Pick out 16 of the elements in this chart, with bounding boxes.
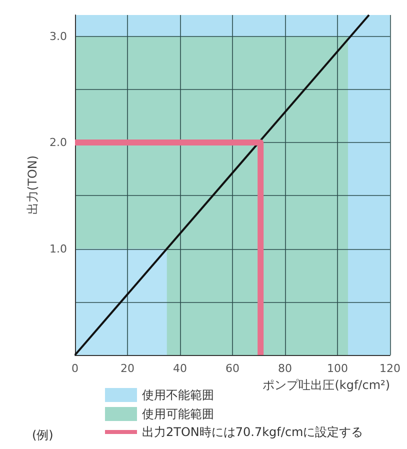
x-tick-label: 60 <box>226 362 240 375</box>
y-tick-label: 2.0 <box>50 136 67 149</box>
legend-label: 出力2TON時には70.7kgf/cmに設定する <box>142 425 364 439</box>
x-axis-title: ポンプ吐出圧(kgf/cm²) <box>262 378 390 392</box>
legend-label: 使用可能範囲 <box>142 407 214 421</box>
legend-label: 使用不能範囲 <box>142 388 214 402</box>
y-tick-label: 1.0 <box>50 242 67 256</box>
x-tick-label: 100 <box>327 362 348 375</box>
x-tick-label: 80 <box>278 362 292 375</box>
y-tick-label: 3.0 <box>50 30 67 43</box>
text: (例) <box>32 428 54 442</box>
x-tick-label: 0 <box>72 362 78 375</box>
x-tick-label: 120 <box>380 362 400 375</box>
x-tick-label: 20 <box>120 362 134 375</box>
y-axis-title: 出力(TON) <box>26 155 40 215</box>
x-tick-label: 40 <box>173 362 187 375</box>
